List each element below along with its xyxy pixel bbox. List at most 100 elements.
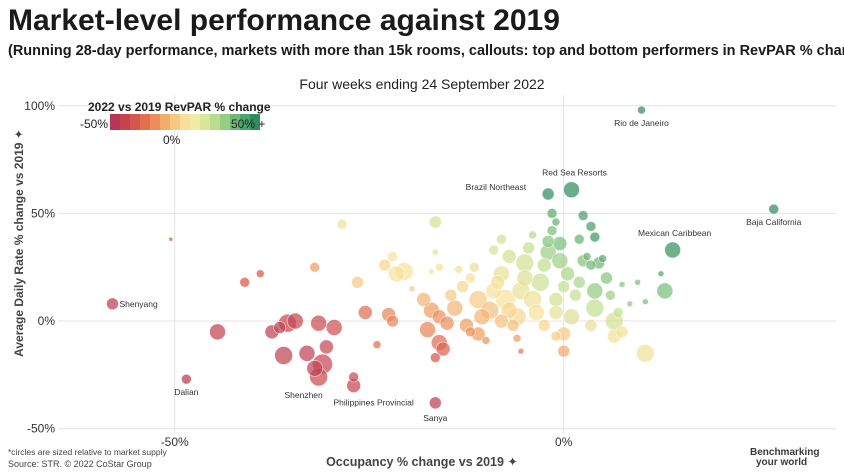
source-note: Source: STR. © 2022 CoStar Group <box>8 459 152 469</box>
data-point <box>612 307 624 318</box>
legend-swatch <box>140 114 150 130</box>
page-subtitle: (Running 28-day performance, markets wit… <box>8 43 844 59</box>
legend-mid-label: 0% <box>163 133 181 147</box>
data-point <box>310 314 328 332</box>
data-point <box>325 319 343 336</box>
point-sanya <box>428 396 442 410</box>
legend-swatch <box>220 114 230 130</box>
y-axis-label: Average Daily Rate % change vs 2019 ✦ <box>12 129 26 357</box>
brand-line-2: your world <box>756 457 808 468</box>
data-point <box>239 276 251 288</box>
data-point <box>464 272 476 284</box>
data-point <box>573 233 585 245</box>
data-point <box>551 252 569 270</box>
data-point <box>416 292 432 307</box>
data-point <box>560 266 575 282</box>
data-point <box>419 321 436 339</box>
callout-label: Dalian <box>174 387 198 397</box>
data-point <box>557 280 571 294</box>
data-point <box>319 339 334 355</box>
data-point <box>516 269 534 287</box>
callout-label: Philippines Provincial <box>333 398 413 408</box>
data-point <box>512 333 522 343</box>
footnote: *circles are sized relative to market su… <box>8 447 167 457</box>
data-point <box>456 280 469 294</box>
point-brazil-northeast <box>541 187 555 201</box>
data-point <box>585 298 605 318</box>
legend-swatch <box>130 114 140 130</box>
point-shenyang <box>106 297 119 311</box>
callout-label: Brazil Northeast <box>466 182 527 192</box>
data-point <box>577 210 589 221</box>
data-point <box>490 274 505 290</box>
data-point <box>298 344 316 362</box>
data-point <box>657 270 665 278</box>
data-point <box>473 308 491 326</box>
point-red-sea-resorts <box>563 181 580 199</box>
data-point <box>309 261 321 273</box>
data-point <box>434 262 444 272</box>
x-tick-label: -50% <box>161 435 189 449</box>
legend-swatch <box>180 114 190 130</box>
callout-label: Red Sea Resorts <box>542 168 607 178</box>
data-point <box>454 264 464 274</box>
data-point <box>641 298 649 306</box>
x-axis-label: Occupancy % change vs 2019 ✦ <box>326 455 518 469</box>
data-point <box>604 289 616 301</box>
legend-swatch <box>230 114 240 130</box>
data-point <box>429 352 441 364</box>
data-point <box>351 275 364 289</box>
data-point <box>408 285 416 293</box>
data-point <box>468 290 488 309</box>
data-point <box>255 269 265 279</box>
data-point <box>209 323 226 341</box>
data-point <box>618 281 626 288</box>
legend-swatch <box>240 114 250 130</box>
data-point <box>517 347 525 355</box>
data-point <box>536 257 552 273</box>
callout-label: Shenyang <box>119 299 158 309</box>
y-tick-label: 100% <box>24 99 55 113</box>
data-point <box>488 244 500 256</box>
data-point <box>598 254 607 264</box>
data-point <box>568 288 582 302</box>
callout-label: Sanya <box>423 413 447 423</box>
data-point <box>444 288 458 302</box>
data-point <box>626 300 634 308</box>
legend-max-label: 50% + <box>231 117 266 131</box>
data-point <box>378 258 392 272</box>
data-point <box>572 275 586 289</box>
legend-swatch <box>160 114 170 130</box>
data-point <box>530 272 550 292</box>
data-point <box>387 251 398 262</box>
data-point <box>464 326 476 338</box>
data-point <box>552 236 568 251</box>
legend-swatch <box>200 114 210 130</box>
callout-label: Rio de Janeiro <box>614 118 669 128</box>
data-point <box>600 271 613 285</box>
data-point <box>548 305 564 320</box>
point-rio-de-janeiro <box>637 105 646 115</box>
data-point <box>528 230 537 240</box>
legend-swatch <box>170 114 180 130</box>
data-point <box>336 218 348 230</box>
data-point <box>286 312 304 330</box>
data-point <box>496 233 507 245</box>
data-point <box>494 313 509 329</box>
data-point <box>435 341 451 357</box>
data-point <box>589 231 601 243</box>
legend-swatch <box>110 114 120 130</box>
data-point <box>506 318 520 332</box>
data-point <box>546 208 558 219</box>
callout-label: Baja California <box>746 217 802 227</box>
data-point <box>548 292 564 307</box>
data-point <box>634 278 642 286</box>
y-tick-label: 0% <box>38 314 56 328</box>
data-point <box>550 330 562 342</box>
legend-min-label: -50% <box>80 117 109 131</box>
data-point <box>656 282 674 300</box>
data-point <box>537 318 551 332</box>
brand-line-1: Benchmarking <box>750 447 820 458</box>
data-point <box>586 282 604 300</box>
